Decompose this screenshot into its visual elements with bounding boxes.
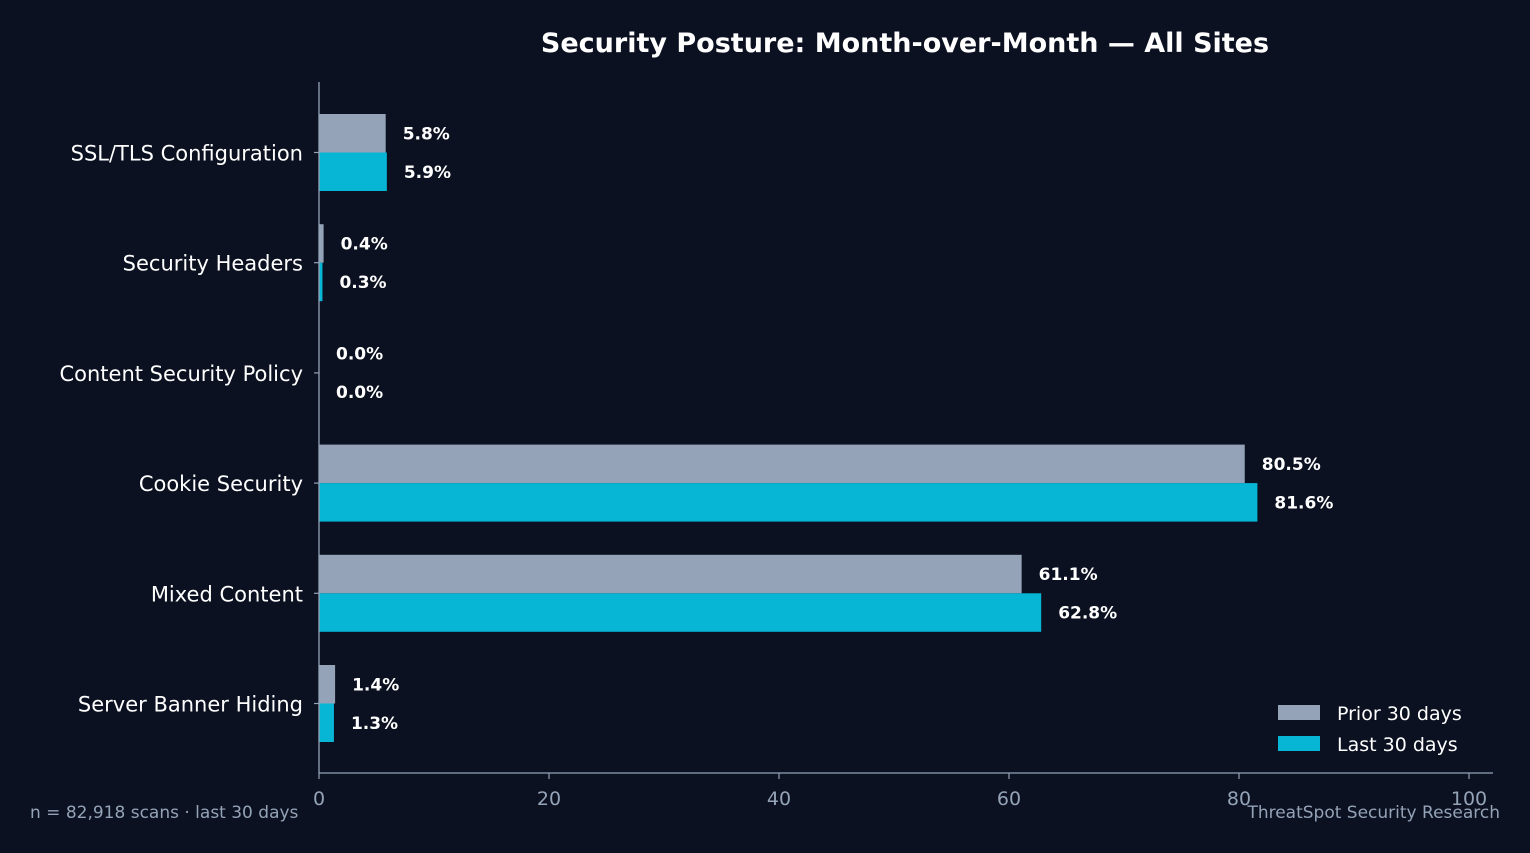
axes-layer: SSL/TLS Configuration Security Headers Con… xyxy=(59,82,1493,810)
category-label: Server Banner Hiding xyxy=(78,693,303,717)
data-label: 0.4% xyxy=(341,234,388,254)
legend-label: Last 30 days xyxy=(1337,734,1458,756)
bar xyxy=(319,152,387,191)
data-label: 5.8% xyxy=(403,124,450,144)
category-label: SSL/TLS Configuration xyxy=(71,142,303,166)
data-label: 0.3% xyxy=(339,273,386,293)
x-tick-label: 100 xyxy=(1451,788,1487,810)
x-tick-label: 20 xyxy=(537,788,561,810)
data-label: 0.0% xyxy=(336,383,383,403)
category-label: Cookie Security xyxy=(139,472,303,496)
x-tick-label: 0 xyxy=(313,788,325,810)
bar xyxy=(319,114,386,153)
category-label: Security Headers xyxy=(123,252,303,276)
x-tick-label: 40 xyxy=(767,788,791,810)
footnote: n = 82,918 scans · last 30 days xyxy=(30,803,299,823)
category-label: Content Security Policy xyxy=(59,362,303,386)
data-label: 1.3% xyxy=(351,714,398,734)
data-label: 5.9% xyxy=(404,163,451,183)
bar xyxy=(319,224,324,263)
legend: Prior 30 days Last 30 days xyxy=(1278,703,1462,756)
legend-swatch xyxy=(1278,705,1320,720)
bar xyxy=(319,262,323,302)
bars-layer: 5.8% 5.9% 0.4% 0.3% 0.0% 0.0% 80.5% 81.6% 61.1% 6… xyxy=(319,114,1333,742)
x-tick-label: 80 xyxy=(1227,788,1251,810)
data-label: 0.0% xyxy=(336,345,383,365)
x-tick-label: 60 xyxy=(997,788,1021,810)
data-label: 61.1% xyxy=(1039,565,1098,585)
data-label: 80.5% xyxy=(1262,455,1321,475)
legend-label: Prior 30 days xyxy=(1337,703,1462,725)
data-label: 1.4% xyxy=(352,675,399,695)
bar xyxy=(319,593,1042,632)
chart-title: Security Posture: Month-over-Month — All… xyxy=(541,28,1269,59)
category-label: Mixed Content xyxy=(151,582,303,606)
credit: ThreatSpot Security Research xyxy=(1247,803,1500,823)
data-label: 62.8% xyxy=(1058,604,1117,624)
bar xyxy=(319,554,1022,594)
bar xyxy=(319,665,336,704)
bar xyxy=(319,703,334,742)
legend-swatch xyxy=(1278,736,1320,751)
data-label: 81.6% xyxy=(1274,493,1333,513)
bar xyxy=(319,483,1258,522)
bar xyxy=(319,444,1245,484)
